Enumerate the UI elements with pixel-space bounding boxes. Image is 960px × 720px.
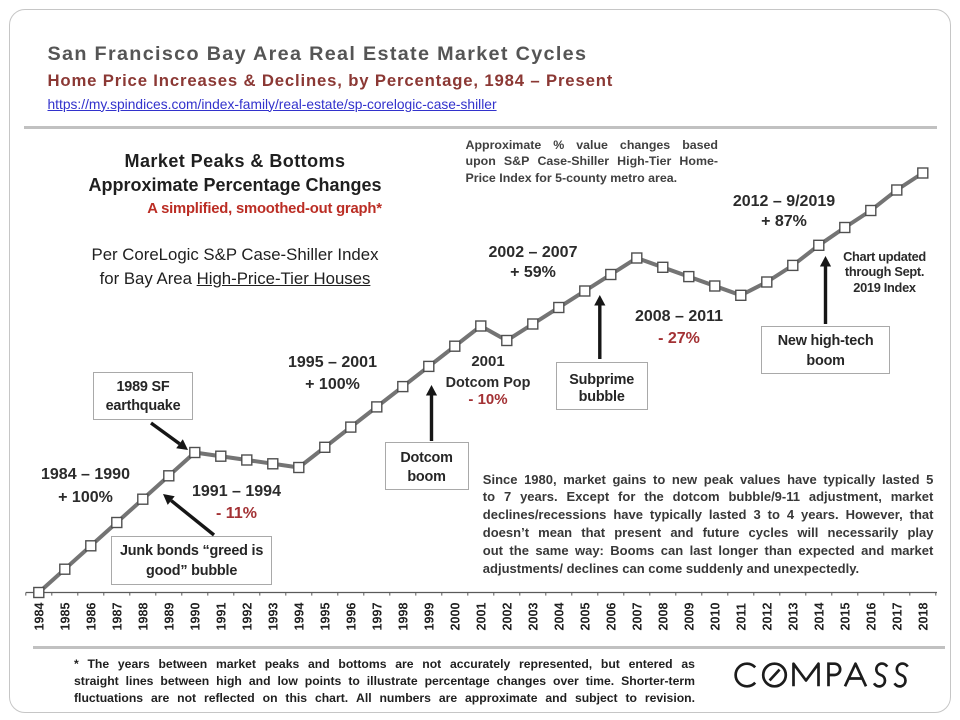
- svg-text:2003: 2003: [526, 602, 540, 630]
- svg-text:1994: 1994: [292, 602, 306, 630]
- svg-text:2009: 2009: [682, 602, 696, 630]
- svg-text:2002: 2002: [500, 602, 514, 630]
- svg-text:2010: 2010: [708, 602, 722, 630]
- svg-text:1991: 1991: [214, 602, 228, 630]
- svg-text:1999: 1999: [422, 602, 436, 630]
- svg-text:1988: 1988: [136, 602, 150, 630]
- svg-text:1984: 1984: [32, 602, 46, 630]
- svg-text:2007: 2007: [630, 602, 644, 630]
- svg-text:1998: 1998: [396, 602, 410, 630]
- svg-text:1987: 1987: [110, 602, 124, 630]
- svg-text:2008: 2008: [656, 602, 670, 630]
- svg-text:2017: 2017: [890, 602, 904, 630]
- svg-text:1990: 1990: [188, 602, 202, 630]
- svg-text:2016: 2016: [864, 602, 878, 630]
- svg-text:2006: 2006: [604, 602, 618, 630]
- svg-text:2018: 2018: [916, 602, 930, 630]
- svg-text:2012: 2012: [760, 602, 774, 630]
- svg-text:1993: 1993: [266, 602, 280, 630]
- svg-text:2001: 2001: [474, 602, 488, 630]
- svg-text:2004: 2004: [552, 602, 566, 630]
- svg-text:1995: 1995: [318, 602, 332, 630]
- svg-text:2011: 2011: [734, 603, 748, 630]
- svg-text:1997: 1997: [370, 602, 384, 630]
- svg-text:2015: 2015: [838, 602, 852, 630]
- svg-text:2014: 2014: [812, 602, 826, 630]
- svg-text:1985: 1985: [58, 602, 72, 630]
- svg-text:1986: 1986: [84, 602, 98, 630]
- svg-text:1992: 1992: [240, 602, 254, 630]
- svg-text:1996: 1996: [344, 602, 358, 630]
- svg-text:2000: 2000: [448, 602, 462, 630]
- svg-text:1989: 1989: [162, 602, 176, 630]
- svg-text:2013: 2013: [786, 602, 800, 630]
- svg-text:2005: 2005: [578, 602, 592, 630]
